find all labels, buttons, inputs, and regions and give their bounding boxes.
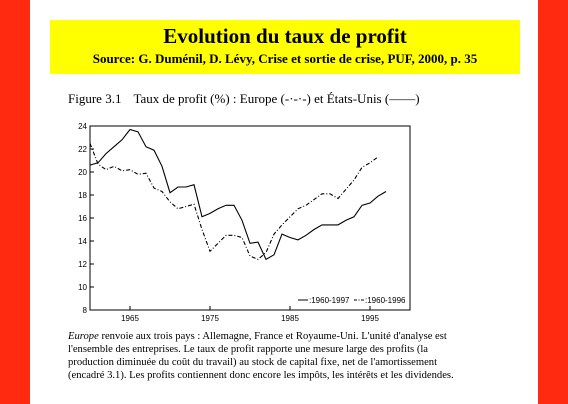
explanation-lead: Europe [68, 331, 99, 342]
source-citation: Source: G. Duménil, D. Lévy, Crise et so… [92, 51, 478, 66]
series-layer [89, 128, 387, 261]
title-banner: Evolution du taux de profit Source: G. D… [50, 20, 520, 74]
figure-caption-text: Taux de profit (%) : Europe (-·-·-) et É… [133, 91, 420, 106]
x-tick-label: 1995 [361, 314, 379, 322]
y-tick-label: 10 [78, 283, 87, 292]
x-tick-label: 1985 [281, 314, 299, 322]
explanation-text: renvoie aux trois pays : Allemagne, Fran… [68, 331, 454, 381]
figure-explanation: Europe renvoie aux trois pays : Allemagn… [68, 330, 468, 382]
slide-title: Evolution du taux de profit [163, 24, 407, 48]
left-red-bar [0, 0, 30, 404]
y-tick-label: 12 [78, 260, 87, 269]
legend: :1960-1997 :1960-1996 [298, 296, 406, 305]
profit-rate-chart: 8 10 12 14 16 18 20 22 24 1965 1975 1985 1995 :1960-… [78, 122, 411, 322]
y-tick-label: 16 [78, 214, 87, 223]
x-tick-label: 1975 [201, 314, 219, 322]
y-tick-label: 20 [78, 168, 87, 177]
y-tick-label: 8 [83, 306, 88, 315]
y-tick-label: 22 [78, 145, 87, 154]
figure-number: Figure 3.1 [68, 91, 122, 106]
axes-layer: 8 10 12 14 16 18 20 22 24 1965 1975 1985 1995 [78, 122, 411, 322]
europe-line [89, 143, 379, 261]
right-red-bar [538, 0, 568, 404]
legend-label: :1960-1997 [309, 296, 350, 305]
legend-label: :1960-1996 [365, 296, 406, 305]
y-tick-label: 24 [78, 122, 87, 131]
figure-caption: Figure 3.1 Taux de profit (%) : Europe (-… [68, 91, 420, 107]
y-tick-label: 18 [78, 191, 87, 200]
y-tick-label: 14 [78, 237, 87, 246]
plot-frame [89, 125, 411, 311]
united-states-line [89, 128, 387, 261]
x-tick-label: 1965 [121, 314, 139, 322]
